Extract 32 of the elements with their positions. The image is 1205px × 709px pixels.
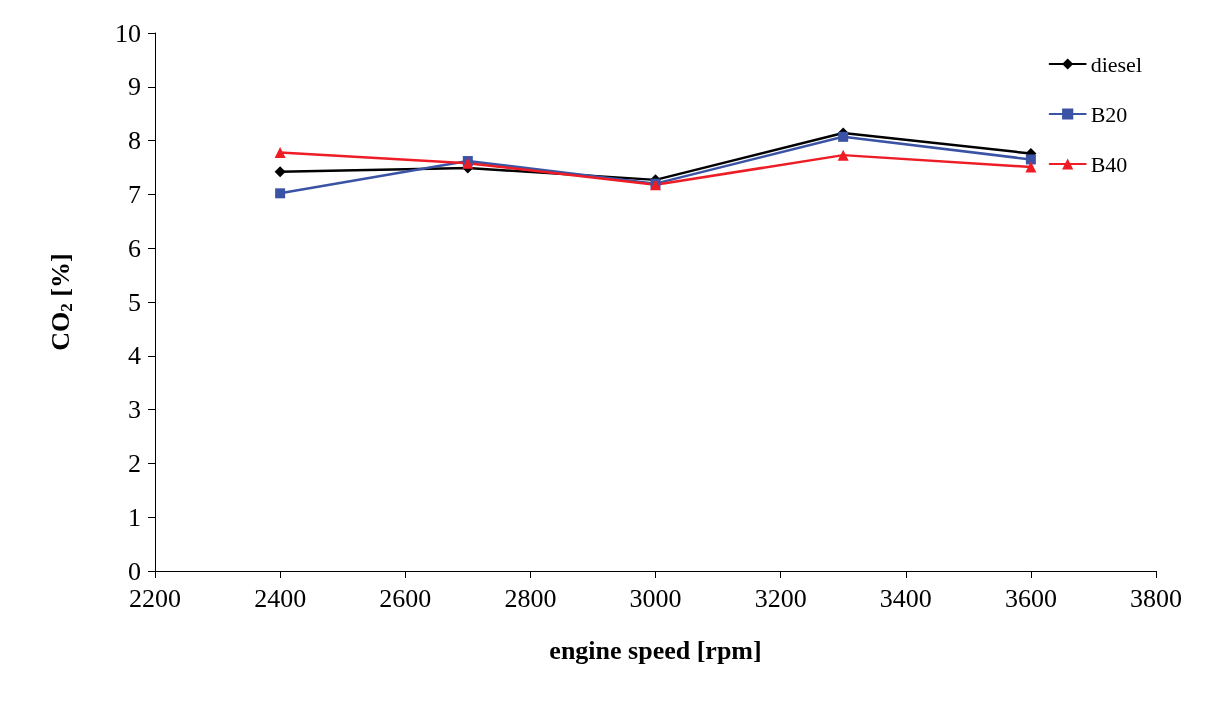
y-tick-label: 5	[128, 287, 141, 317]
y-tick-label: 7	[128, 179, 141, 209]
x-tick-label: 2800	[504, 583, 557, 613]
x-tick-label: 3200	[754, 583, 807, 613]
point	[837, 149, 849, 161]
y-tick-label: 9	[128, 72, 141, 102]
x-tick-label: 2600	[379, 583, 432, 613]
point	[1025, 154, 1036, 165]
x-tick-label: 3000	[629, 583, 682, 613]
y-tick-label: 10	[115, 18, 141, 48]
x-tick-label: 2200	[129, 583, 181, 613]
point	[1025, 161, 1037, 173]
x-tick-label: 3600	[1004, 583, 1057, 613]
y-axis-title: CO2 [%]	[46, 253, 76, 351]
x-tick-label: 2400	[254, 583, 307, 613]
point	[274, 146, 286, 158]
legend-label: B40	[1090, 151, 1128, 177]
point	[274, 166, 286, 178]
x-axis-title: engine speed [rpm]	[549, 635, 762, 665]
y-tick-label: 6	[128, 233, 141, 263]
point	[838, 131, 849, 142]
y-tick-label: 3	[128, 395, 141, 425]
y-tick-label: 0	[128, 556, 141, 586]
legend-label: B20	[1090, 101, 1128, 127]
y-tick-label: 4	[128, 341, 141, 371]
x-tick-label: 3800	[1130, 583, 1182, 613]
point	[275, 188, 286, 199]
y-tick-label: 2	[128, 448, 141, 478]
legend-label: diesel	[1090, 51, 1143, 77]
x-tick-label: 3400	[879, 583, 932, 613]
y-tick-label: 8	[128, 126, 141, 156]
y-tick-label: 1	[128, 502, 141, 532]
